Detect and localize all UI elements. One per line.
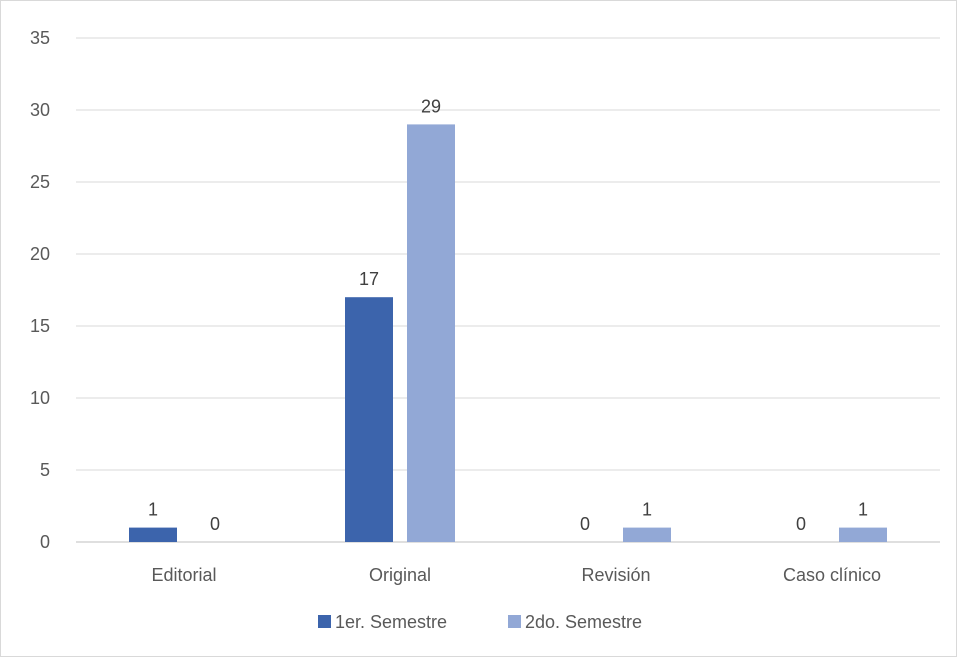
- bar: [345, 297, 393, 542]
- bar: [129, 527, 177, 542]
- data-label: 29: [421, 96, 441, 116]
- data-label: 0: [580, 514, 590, 534]
- bar: [407, 124, 455, 543]
- x-tick-label: Original: [369, 565, 431, 585]
- data-label: 0: [796, 514, 806, 534]
- x-tick-label: Editorial: [151, 565, 216, 585]
- bar: [623, 527, 671, 542]
- legend-label: 1er. Semestre: [335, 612, 447, 632]
- y-tick-label: 10: [30, 388, 50, 408]
- legend-label: 2do. Semestre: [525, 612, 642, 632]
- x-tick-label: Caso clínico: [783, 565, 881, 585]
- legend-swatch: [508, 615, 521, 628]
- bar: [839, 527, 887, 542]
- data-label: 1: [642, 500, 652, 520]
- data-label: 17: [359, 269, 379, 289]
- y-tick-label: 20: [30, 244, 50, 264]
- y-tick-label: 35: [30, 28, 50, 48]
- legend-swatch: [318, 615, 331, 628]
- data-label: 0: [210, 514, 220, 534]
- y-tick-label: 30: [30, 100, 50, 120]
- y-tick-label: 15: [30, 316, 50, 336]
- data-label: 1: [148, 500, 158, 520]
- data-label: 1: [858, 500, 868, 520]
- y-tick-label: 0: [40, 532, 50, 552]
- x-tick-label: Revisión: [581, 565, 650, 585]
- y-tick-label: 25: [30, 172, 50, 192]
- y-tick-label: 5: [40, 460, 50, 480]
